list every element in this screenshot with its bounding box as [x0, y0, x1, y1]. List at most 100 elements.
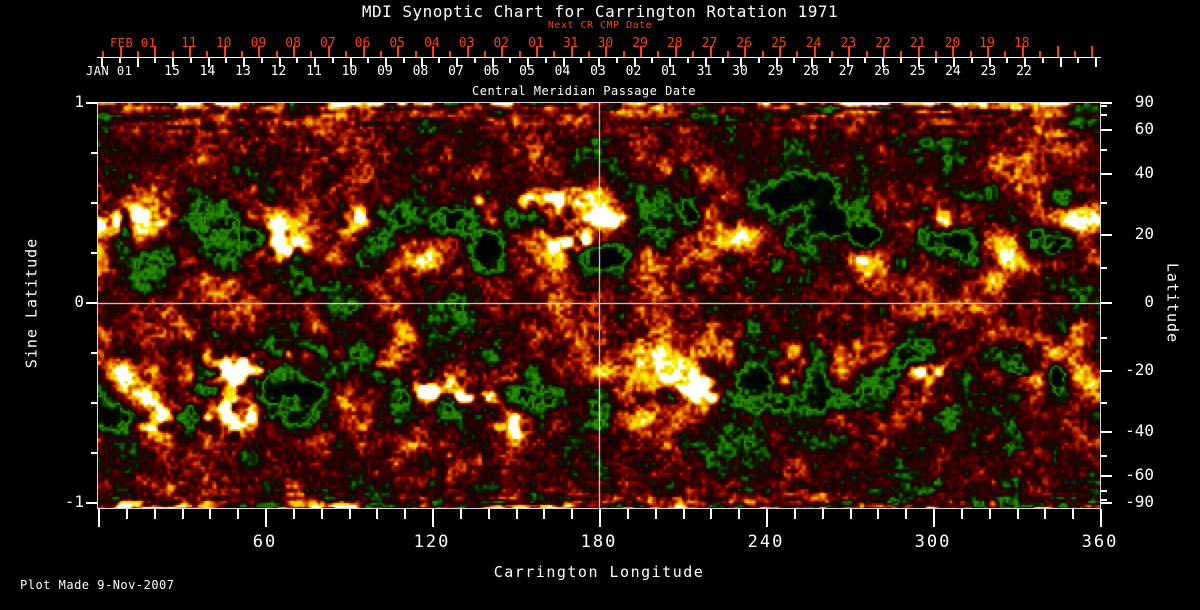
top-axis-white-day-label: 29	[767, 64, 784, 79]
top-axis-white-month-label: JAN 01	[86, 64, 133, 78]
top-axis-white-tick	[1077, 58, 1080, 63]
right-axis-tick	[1101, 430, 1112, 433]
top-axis-white-tick	[331, 58, 334, 63]
bottom-axis-tick	[209, 509, 212, 519]
top-axis-red-tick	[119, 46, 122, 57]
top-axis-red-tick	[848, 46, 851, 57]
top-axis-white-day-label: 31	[696, 64, 713, 79]
top-axis-white-tick	[438, 58, 441, 63]
bottom-axis-tick	[237, 509, 240, 519]
top-axis-white-tick	[544, 58, 547, 63]
right-axis-tick-label: 90	[1134, 92, 1154, 111]
bottom-axis-tick	[738, 509, 741, 519]
top-axis-white-tick	[988, 58, 991, 67]
bottom-axis-tick	[348, 509, 351, 519]
top-axis-red-day-label: 19	[979, 36, 995, 51]
left-axis-tick-label: -1	[64, 492, 84, 511]
bottom-axis-tick	[766, 509, 768, 527]
top-axis-red-tick	[813, 46, 816, 57]
bottom-axis-tick	[821, 509, 824, 519]
top-axis-red-tick	[327, 46, 330, 57]
top-axis-red-tick	[640, 46, 643, 57]
bottom-axis-tick	[710, 509, 713, 519]
top-axis-white-day-label: 14	[199, 64, 216, 79]
bottom-axis-tick	[1044, 509, 1047, 519]
right-axis-tick	[1101, 336, 1107, 339]
top-axis-red-day-label: 08	[285, 36, 301, 51]
bottom-axis-tick	[1100, 509, 1102, 527]
top-axis-white-tick	[740, 58, 742, 67]
top-axis-white-tick	[296, 58, 299, 63]
top-axis-white-tick	[101, 58, 103, 67]
bottom-axis-tick	[654, 509, 657, 519]
top-axis-white-tick	[651, 58, 654, 63]
bottom-axis-tick	[153, 509, 156, 519]
right-axis-tick	[1101, 498, 1107, 501]
top-axis-red-tick	[761, 51, 764, 57]
top-axis-white-tick	[136, 58, 139, 67]
top-axis-white-day-label: 15	[164, 64, 180, 79]
left-axis-tick	[91, 352, 98, 354]
bottom-axis-tick	[960, 509, 963, 519]
right-axis-tick	[1101, 267, 1107, 270]
bottom-axis-tick	[459, 509, 462, 519]
bottom-axis-tick	[432, 509, 434, 527]
top-axis-red-tick	[883, 46, 885, 57]
top-axis-red-tick	[136, 51, 139, 57]
top-axis-red-day-label: 27	[701, 36, 718, 51]
bottom-axis-tick	[265, 509, 267, 527]
right-axis-tick	[1101, 402, 1107, 404]
right-axis-tick	[1101, 128, 1112, 131]
bottom-axis-tick	[988, 509, 991, 519]
top-axis-red-tick	[1021, 46, 1024, 57]
top-axis-red-day-label: 31	[562, 36, 579, 51]
top-axis-red-tick	[935, 51, 938, 57]
top-axis-red-day-label: 10	[215, 36, 232, 51]
bottom-axis-tick	[125, 509, 128, 519]
top-axis-red-day-label: 11	[181, 36, 197, 51]
bottom-axis-tick	[98, 509, 100, 527]
top-axis-red-tick	[674, 46, 677, 57]
top-axis-red-day-label: 01	[528, 36, 544, 51]
bottom-axis-tick	[376, 509, 379, 519]
top-axis-red-tick	[293, 46, 296, 57]
top-axis-red-tick	[1091, 46, 1094, 57]
top-axis-white-day-label: 06	[483, 64, 500, 79]
top-axis-red-tick	[778, 46, 781, 57]
top-axis-red-tick	[189, 46, 191, 57]
top-axis-white-day-label: 05	[519, 64, 535, 79]
bottom-axis-tick	[543, 509, 546, 519]
top-axis-white-tick	[278, 58, 281, 67]
right-axis-tick-label: -20	[1125, 360, 1154, 380]
top-axis-red-tick	[102, 51, 105, 57]
top-axis-white-tick	[420, 58, 423, 67]
top-axis-white-tick	[314, 58, 316, 67]
left-axis-tick	[86, 102, 98, 104]
bottom-axis-tick	[905, 509, 908, 519]
top-axis-white-tick	[118, 58, 121, 63]
left-axis-title: Sine Latitude	[22, 237, 41, 369]
top-axis-white-tick	[846, 58, 849, 67]
top-axis-red-tick	[605, 46, 608, 57]
top-axis-red-month-label: FEB 01	[110, 36, 157, 50]
left-axis-tick	[91, 452, 98, 454]
top-axis-red-tick	[414, 51, 417, 57]
top-axis-white-tick	[491, 58, 494, 67]
right-axis-tick-label: 20	[1134, 223, 1154, 243]
right-axis-tick	[1101, 105, 1107, 108]
top-axis-white-tick	[899, 58, 902, 63]
top-axis-white-tick	[1024, 58, 1026, 67]
right-axis-tick	[1101, 502, 1112, 504]
top-axis-white-tick	[669, 58, 671, 67]
right-axis-tick-label: 40	[1134, 163, 1154, 183]
right-axis-tick	[1101, 173, 1112, 176]
top-axis-white-tick	[686, 58, 689, 63]
top-axis-white-tick	[189, 58, 192, 63]
top-axis-white-tick	[225, 58, 228, 63]
top-axis-red-tick	[900, 51, 903, 57]
top-axis-red-tick	[744, 46, 747, 57]
bottom-axis-tick	[626, 509, 629, 519]
top-axis-red-tick	[1039, 51, 1042, 57]
right-axis-tick	[1101, 148, 1107, 151]
top-axis-red-tick	[1056, 46, 1059, 57]
